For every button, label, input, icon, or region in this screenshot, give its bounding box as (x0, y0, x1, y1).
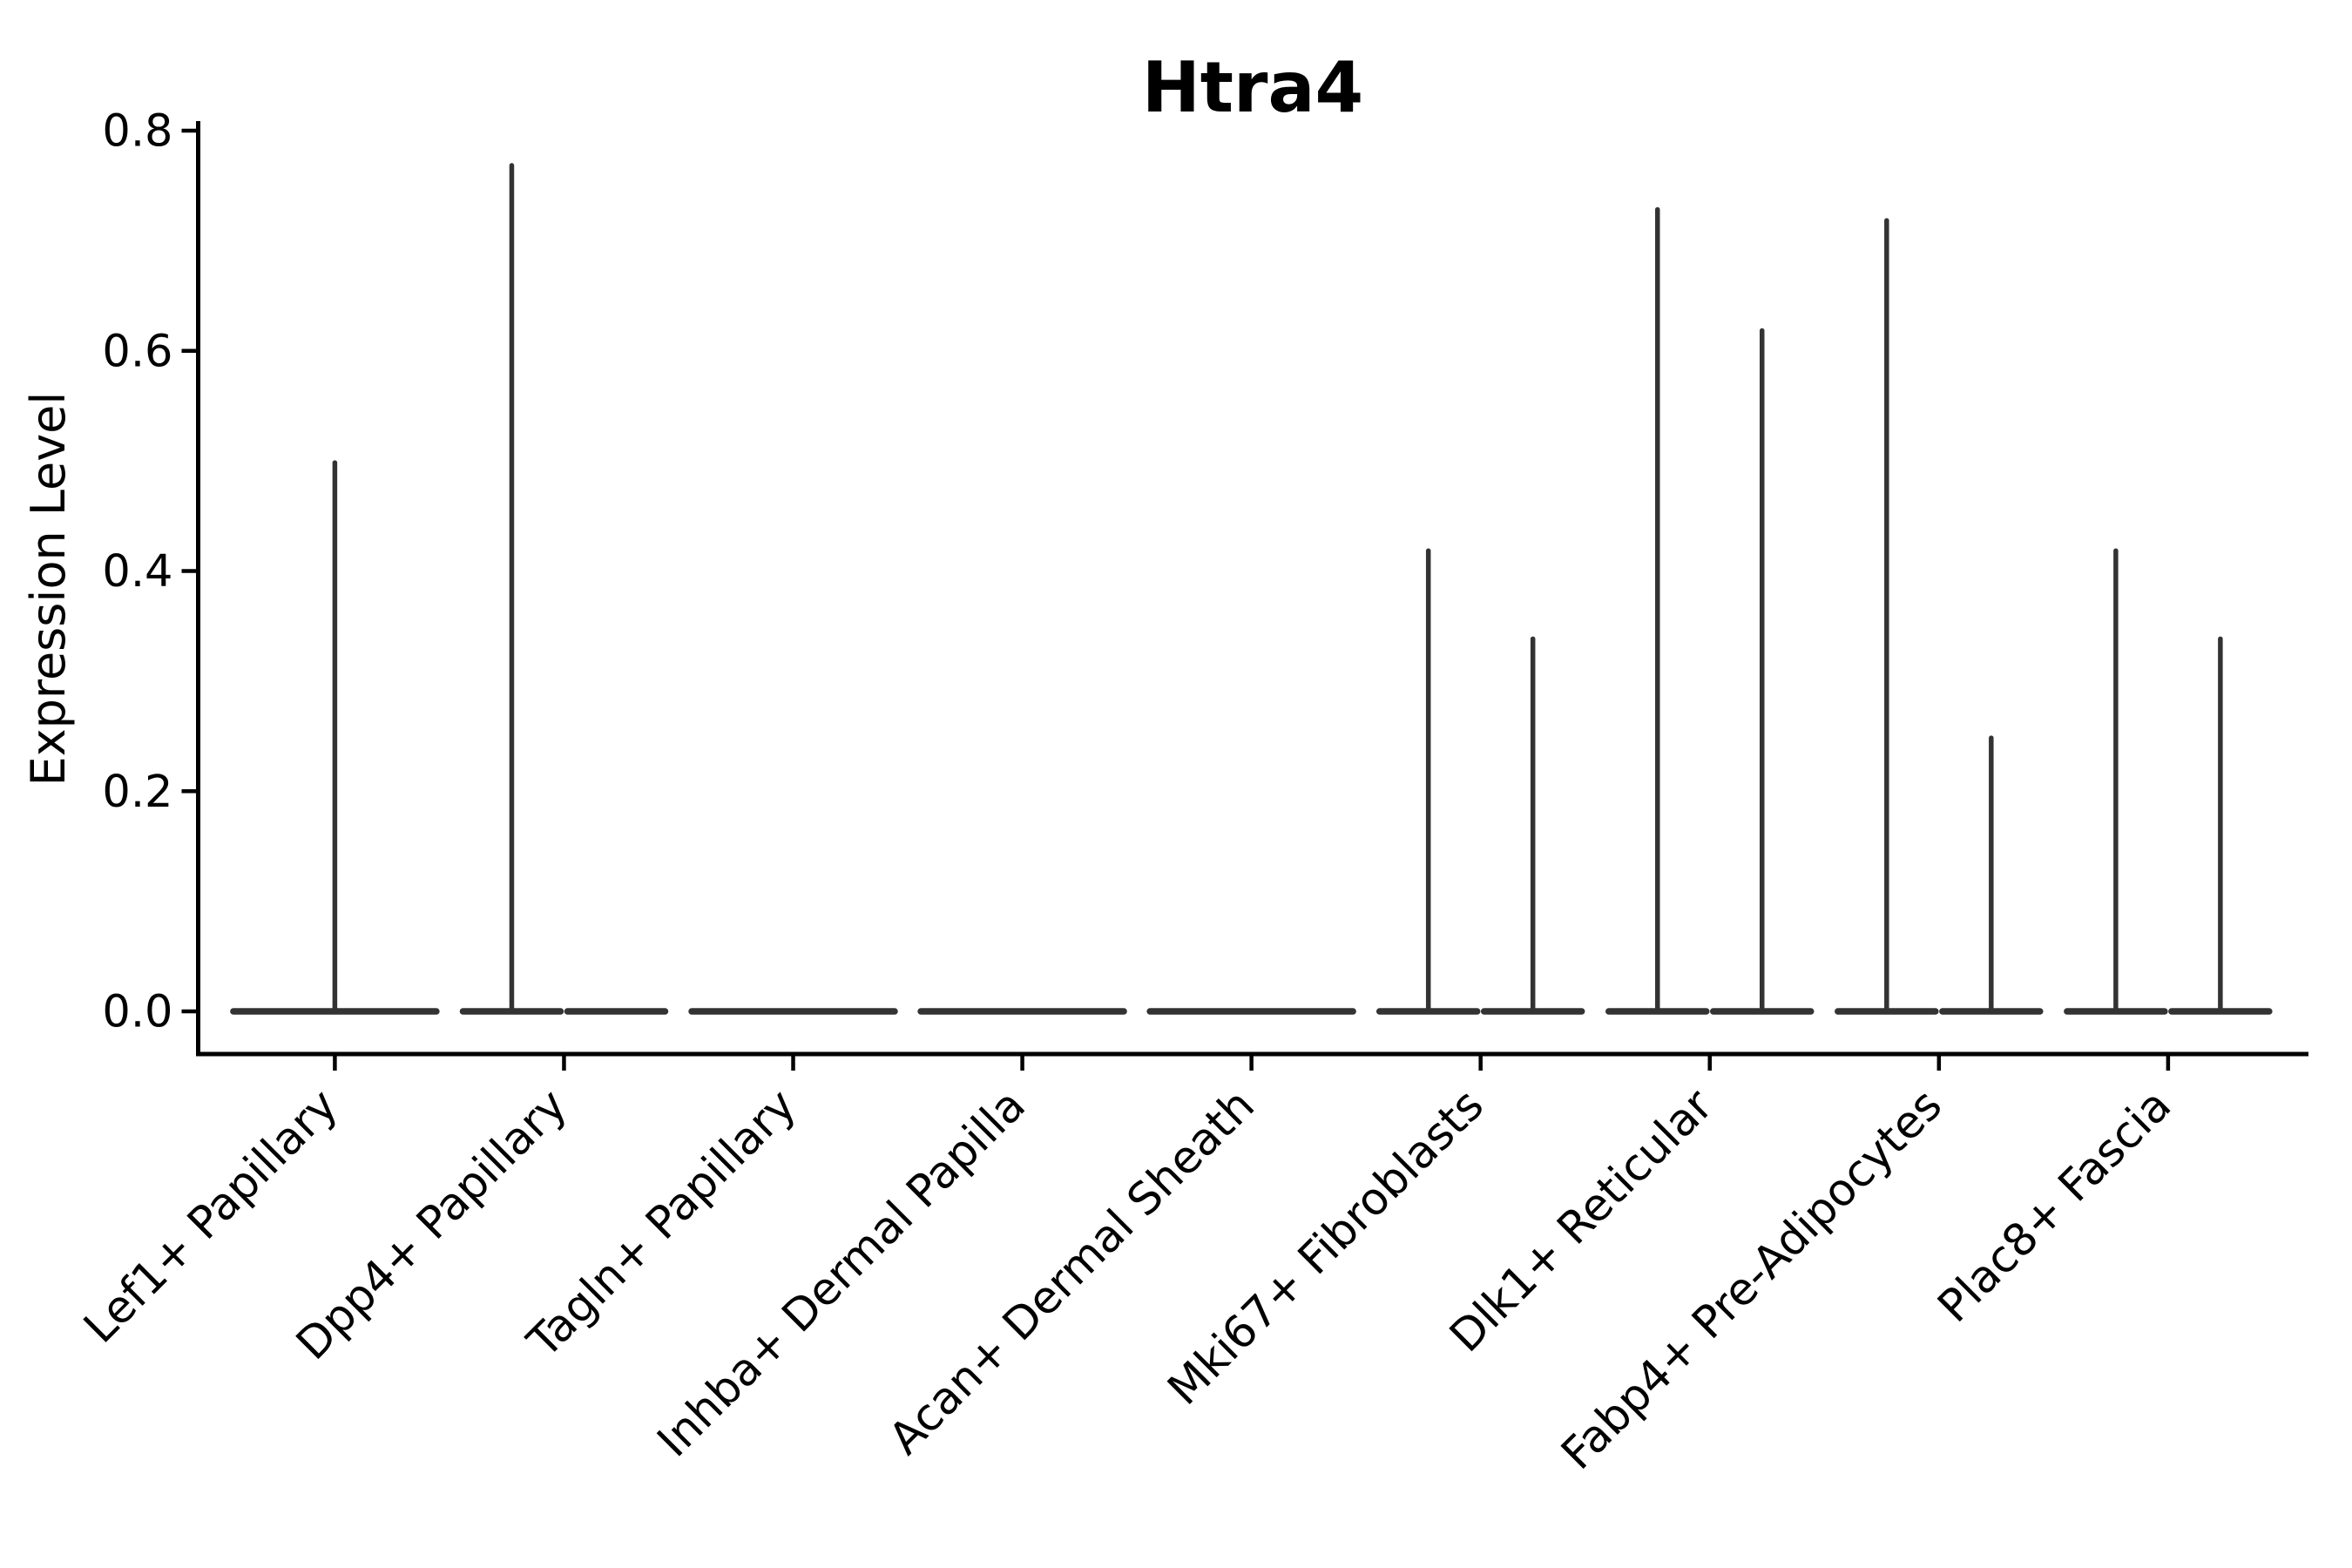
x-tick-label: Fabp4+ Pre-Adipocytes (1552, 1079, 1952, 1479)
x-tick-label: Inhba+ Dermal Papilla (648, 1079, 1036, 1467)
x-tick-label: Lef1+ Papillary (74, 1079, 348, 1353)
y-axis-ticks: 0.0 0.2 0.4 0.6 0.8 (102, 106, 199, 1038)
x-tick-label: Plac8+ Fascia (1929, 1079, 2181, 1332)
y-tick-label: 0.0 (102, 987, 172, 1038)
chart-title: Htra4 (1142, 47, 1363, 128)
y-axis-label: Expression Level (21, 392, 76, 787)
y-tick-label: 0.8 (102, 106, 172, 158)
x-tick-label: Acan+ Dermal Sheath (880, 1079, 1265, 1464)
y-tick-label: 0.4 (102, 546, 172, 598)
y-tick-label: 0.2 (102, 767, 172, 818)
violin-glyphs (230, 163, 2273, 1015)
y-tick-label: 0.6 (102, 326, 172, 377)
